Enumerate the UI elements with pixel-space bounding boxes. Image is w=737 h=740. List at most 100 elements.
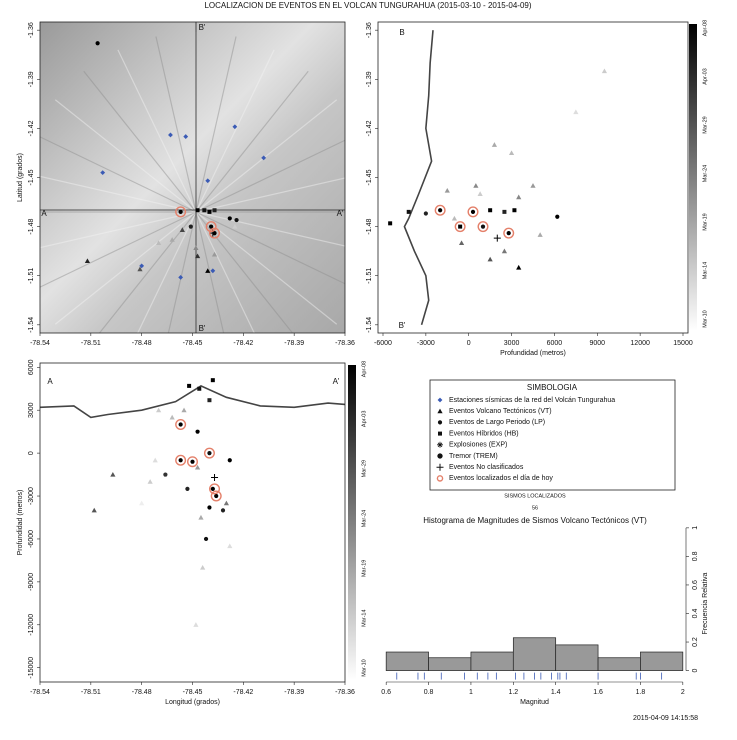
- lp-event: [438, 208, 443, 213]
- vt-event: [193, 245, 199, 250]
- y-tick-label: 0.2: [692, 637, 699, 647]
- ridge: [54, 99, 197, 213]
- legend-symbol: [437, 441, 443, 448]
- station: [168, 132, 173, 138]
- lp-event: [207, 505, 212, 510]
- hist-bar: [428, 657, 472, 671]
- lp-event: [423, 211, 428, 216]
- vt-event: [194, 253, 201, 259]
- lp-event: [214, 493, 219, 499]
- x-tick-label: 3000: [504, 340, 520, 347]
- hb-event: [212, 208, 217, 213]
- hist-subtitle: SISMOS LOCALIZADOS: [504, 493, 566, 499]
- hist-bar: [555, 644, 599, 671]
- section-label: A: [47, 377, 53, 386]
- legend-symbol: [438, 431, 442, 436]
- legend-symbol: [437, 397, 443, 403]
- hist-bar: [597, 657, 641, 671]
- ridge: [40, 175, 197, 213]
- y-tick-label: -6000: [28, 530, 35, 548]
- x-tick-label: -6000: [374, 340, 392, 347]
- legend-label: Explosiones (EXP): [449, 442, 507, 449]
- x-tick-label: 15000: [673, 340, 693, 347]
- today-event: [467, 206, 479, 218]
- ridge: [54, 211, 197, 325]
- station: [210, 268, 216, 274]
- station: [139, 263, 145, 269]
- today-event: [186, 456, 198, 468]
- vt-event: [573, 109, 579, 115]
- today-event: [454, 221, 466, 233]
- colorbar-label: Mar-10: [361, 659, 367, 676]
- ridge: [195, 177, 345, 213]
- ridge: [195, 211, 294, 333]
- colorbar-label: Apr-03: [702, 68, 708, 85]
- y-tick-label: 0.6: [692, 580, 699, 590]
- vt-event: [508, 150, 515, 156]
- x-tick-label: 1: [469, 689, 473, 696]
- hb-event: [187, 383, 192, 388]
- x-axis-label: Longitud (grados): [165, 699, 220, 706]
- lp-event: [178, 422, 183, 427]
- y-tick-label: -1.51: [28, 268, 35, 284]
- x-tick-label: -78.45: [183, 689, 203, 696]
- vt-event: [501, 248, 508, 254]
- ridge: [155, 36, 197, 213]
- colorbar: [689, 24, 697, 331]
- hb-event: [195, 208, 200, 213]
- vt-event: [473, 183, 479, 188]
- ridge: [195, 99, 338, 213]
- colorbar-label: Mar-24: [702, 165, 708, 182]
- vt-event: [458, 240, 465, 246]
- today-event: [209, 483, 221, 495]
- vt-event: [205, 268, 211, 273]
- vt-event: [179, 227, 185, 232]
- ridge: [40, 136, 197, 213]
- lp-event: [178, 209, 183, 214]
- vt-event: [169, 237, 175, 242]
- vt-event: [169, 414, 175, 420]
- vt-event: [477, 191, 483, 196]
- colorbar-label: Mar-14: [361, 609, 367, 626]
- vt-event: [198, 514, 204, 520]
- lp-event: [203, 536, 209, 542]
- x-tick-label: 0: [467, 340, 471, 347]
- y-tick-label: 3000: [28, 402, 35, 418]
- hb-event: [207, 209, 212, 214]
- x-tick-label: 1.6: [593, 689, 603, 696]
- vt-event: [223, 500, 229, 506]
- legend-label: Eventos de Largo Periodo (LP): [449, 419, 545, 426]
- y-tick-label: -9000: [28, 573, 35, 591]
- x-tick-label: 2: [681, 689, 685, 696]
- x-tick-label: -78.42: [233, 340, 253, 347]
- vt-event: [147, 479, 153, 484]
- section-label: B': [199, 324, 206, 333]
- vt-event: [491, 142, 498, 147]
- section-label: A': [337, 209, 344, 218]
- ridge: [195, 36, 237, 213]
- topography: [39, 384, 346, 419]
- vt-event: [516, 194, 522, 200]
- vt-event: [444, 187, 450, 193]
- vt-event: [194, 464, 201, 470]
- legend-label: Eventos Híbridos (HB): [449, 430, 519, 437]
- ridge: [98, 211, 197, 333]
- station: [205, 178, 211, 184]
- vt-event: [537, 232, 543, 237]
- y-tick-label: -1.42: [28, 120, 35, 136]
- legend-label: Eventos Volcano Tectónicos (VT): [449, 408, 552, 415]
- vt-event: [516, 264, 522, 270]
- hist-bar: [385, 651, 429, 671]
- legend-label: Tremor (TREM): [449, 453, 498, 460]
- x-tick-label: 0.8: [424, 689, 434, 696]
- y-tick-label: -1.39: [28, 71, 35, 87]
- x-tick-label: -78.39: [284, 340, 304, 347]
- colorbar-label: Apr-03: [361, 411, 367, 428]
- lp-event: [185, 486, 190, 491]
- hist-bar: [640, 651, 684, 671]
- hb-event: [210, 378, 215, 383]
- y-tick-label: -1.48: [28, 219, 35, 235]
- colorbar: [348, 365, 356, 680]
- ridge: [195, 211, 345, 247]
- x-tick-label: 1.8: [636, 689, 646, 696]
